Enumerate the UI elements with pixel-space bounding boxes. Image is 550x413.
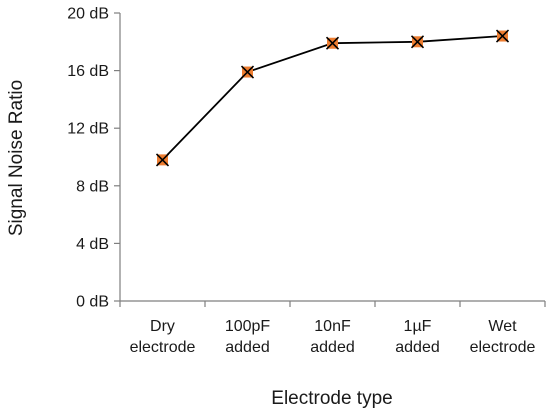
y-tick-label: 20 dB <box>67 6 109 23</box>
series <box>155 29 510 167</box>
x-tick-label: 1µF added <box>395 318 440 356</box>
data-point-marker <box>155 153 170 167</box>
x-axis-title: Electrode type <box>271 388 392 409</box>
y-axis-title: Signal Noise Ratio <box>6 80 27 236</box>
y-tick-label: 16 dB <box>67 63 109 80</box>
y-tick-label: 8 dB <box>76 178 109 195</box>
data-point-marker <box>410 35 425 49</box>
x-tick-label: Wet electrode <box>470 318 536 356</box>
x-tick-label: Dry electrode <box>130 318 196 356</box>
series-line <box>161 35 503 161</box>
y-tick-label: 4 dB <box>76 236 109 253</box>
x-tick-label: 10nF added <box>310 318 355 356</box>
data-point-marker <box>325 36 340 50</box>
x-axis-ticks: Dry electrode 100pF added 10nF added 1µF added W… <box>119 301 546 356</box>
x-tick-label: 100pF added <box>225 318 271 356</box>
data-point-marker <box>495 29 510 43</box>
y-tick-label: 12 dB <box>67 121 109 138</box>
y-axis-ticks: 0 dB 4 dB 8 dB 12 dB 16 dB 20 dB <box>67 6 120 311</box>
y-tick-label: 0 dB <box>76 294 109 311</box>
data-point-marker <box>240 65 255 79</box>
axes <box>119 13 545 302</box>
